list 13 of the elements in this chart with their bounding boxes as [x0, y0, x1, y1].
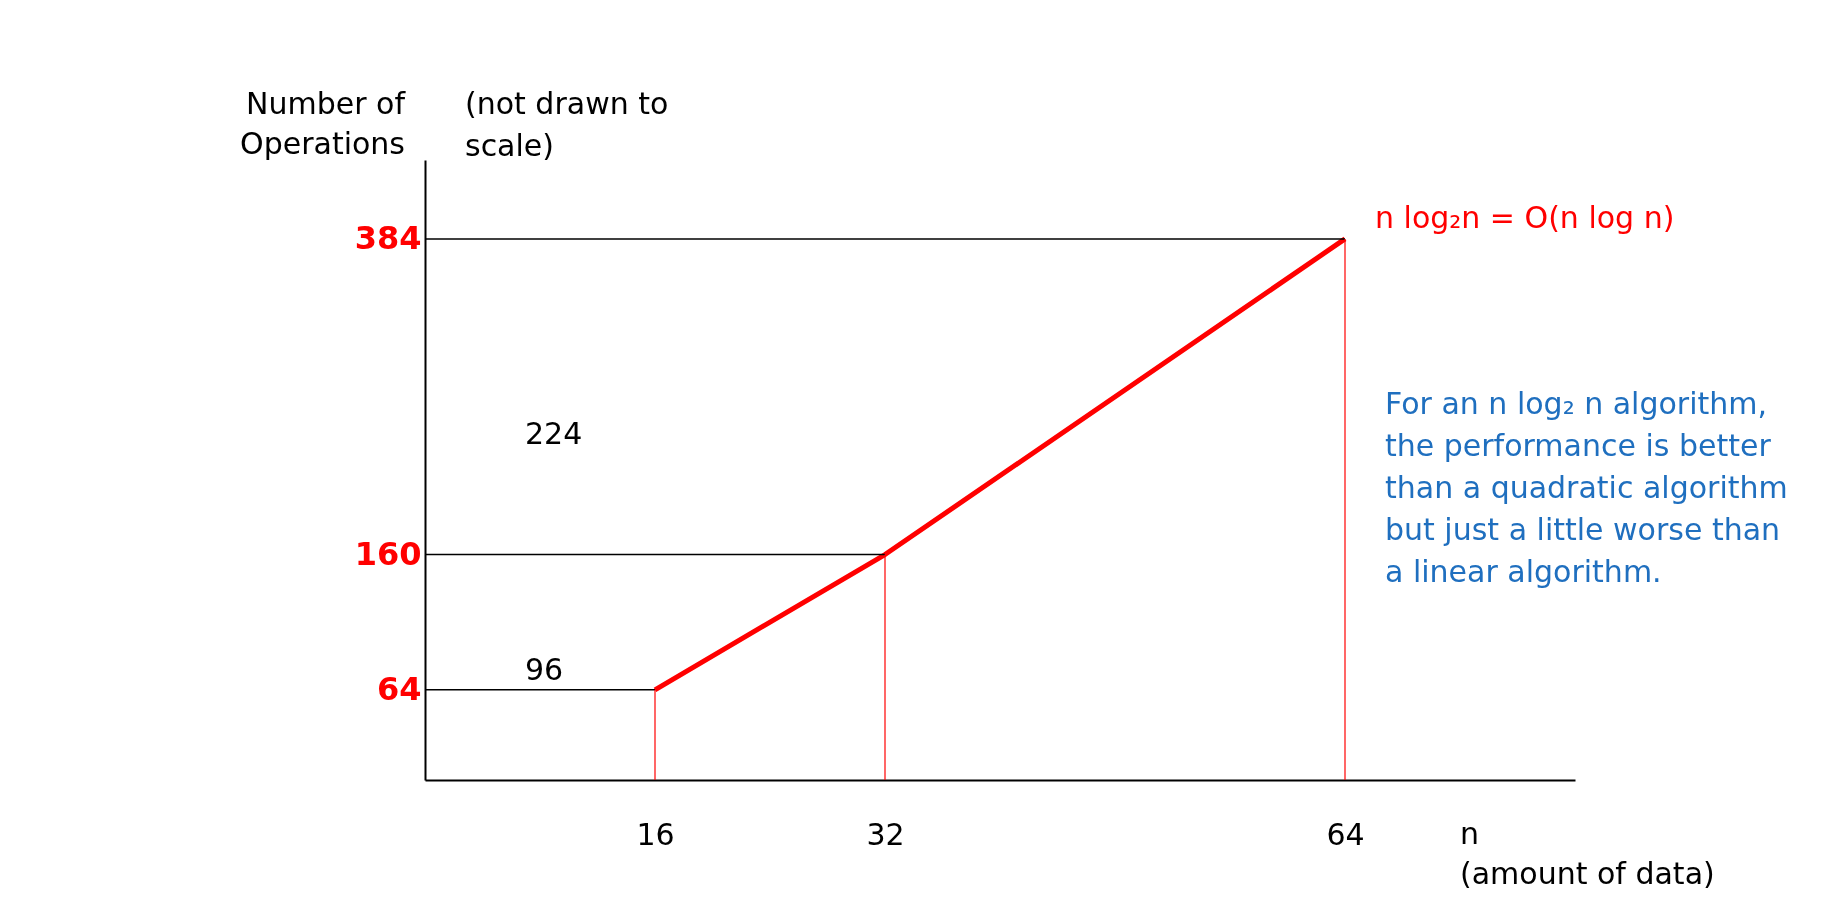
- x-axis-title: n (amount of data): [1460, 816, 1715, 891]
- x-tick-label: 16: [636, 816, 675, 852]
- series-label: n log₂n = O(n log n): [1375, 199, 1675, 235]
- annotation: For an n log₂ n algorithm, the performance is better than a quadratic algorithm but just a little worse than a linear algorithm.: [1385, 386, 1788, 589]
- y-tick-label: 384: [354, 219, 422, 258]
- y-tick-label: 64: [376, 670, 422, 709]
- x-tick-label: 64: [1326, 816, 1365, 852]
- y-tick-label: 160: [354, 535, 422, 574]
- y-axis-title: Number of Operations: [240, 86, 407, 161]
- annotation: (not drawn to scale): [465, 86, 669, 163]
- annotation: 96: [525, 652, 564, 687]
- annotation: 224: [525, 416, 583, 452]
- x-tick-label: 32: [866, 816, 905, 852]
